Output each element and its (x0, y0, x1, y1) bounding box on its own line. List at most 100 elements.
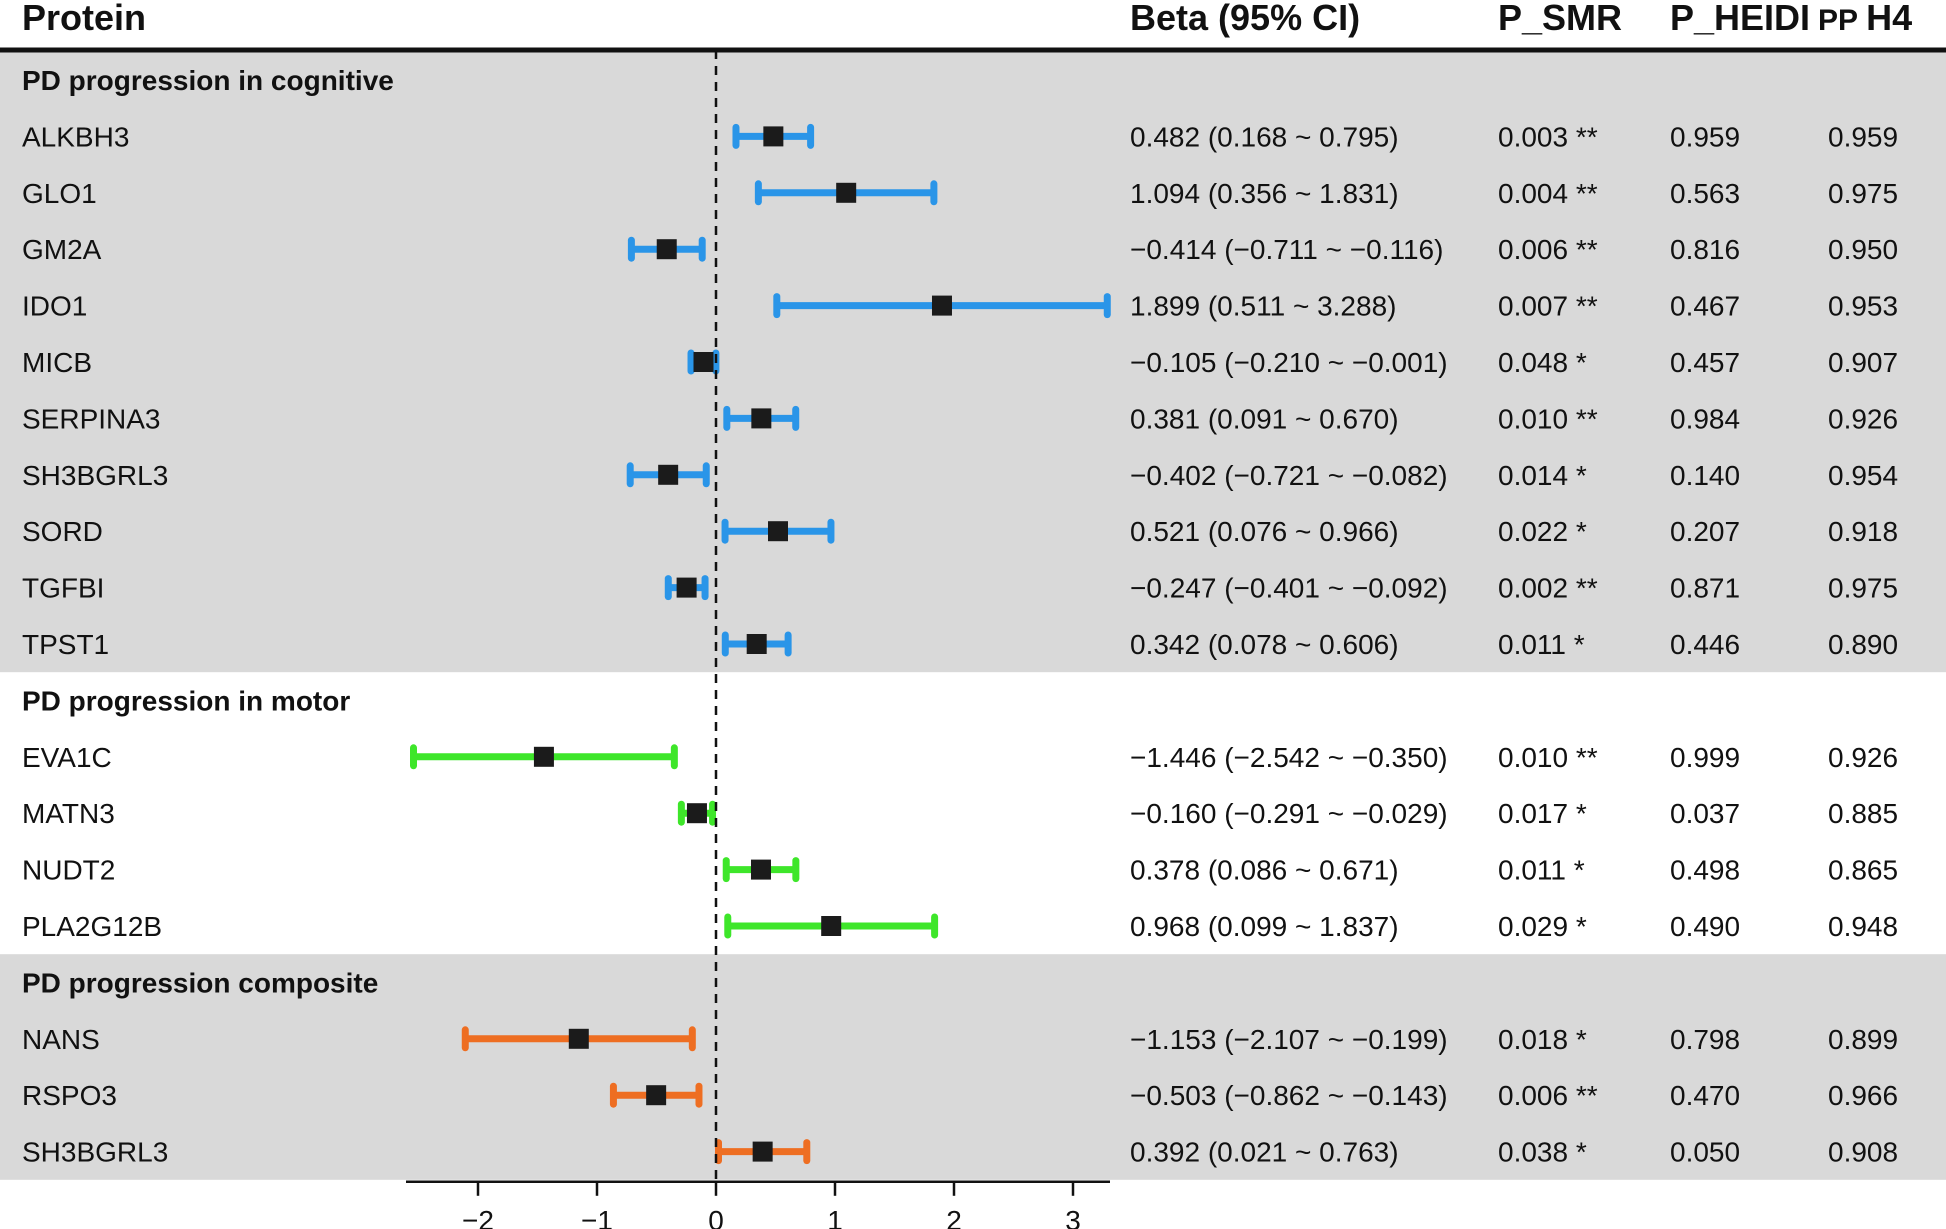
point-estimate (767, 521, 788, 542)
p-smr-value: 0.003 ** (1498, 121, 1598, 152)
beta-ci-text: −0.105 (−0.210 ~ −0.001) (1130, 347, 1448, 378)
protein-label: MATN3 (22, 798, 115, 829)
p-heidi-value: 0.207 (1670, 516, 1740, 547)
p-smr-value: 0.011 * (1498, 855, 1585, 886)
pp-h4-value: 0.890 (1828, 629, 1898, 660)
pp-h4-value: 0.953 (1828, 291, 1898, 322)
protein-label: SH3BGRL3 (22, 1137, 168, 1168)
header-p-heidi: P_HEIDI PP H4 (1670, 0, 1912, 38)
x-tick-label: −2 (462, 1205, 494, 1229)
point-estimate (658, 464, 679, 485)
p-smr-value: 0.006 ** (1498, 1080, 1598, 1111)
beta-ci-text: 0.392 (0.021 ~ 0.763) (1130, 1137, 1399, 1168)
beta-ci-text: −0.247 (−0.401 ~ −0.092) (1130, 573, 1448, 604)
point-estimate (746, 634, 767, 654)
p-smr-value: 0.018 * (1498, 1024, 1587, 1055)
pp-h4-value: 0.926 (1828, 742, 1898, 773)
p-heidi-value: 0.490 (1670, 911, 1740, 942)
pp-h4-value: 0.899 (1828, 1024, 1898, 1055)
p-smr-value: 0.007 ** (1498, 291, 1598, 322)
p-heidi-value: 0.498 (1670, 855, 1740, 886)
point-estimate (646, 1085, 667, 1106)
group-label: PD progression in motor (22, 685, 350, 716)
protein-label: NUDT2 (22, 855, 115, 886)
p-smr-value: 0.002 ** (1498, 573, 1598, 604)
protein-label: TGFBI (22, 573, 104, 604)
p-heidi-value: 0.563 (1670, 178, 1740, 209)
beta-ci-text: 0.968 (0.099 ~ 1.837) (1130, 911, 1399, 942)
p-heidi-value: 0.050 (1670, 1137, 1740, 1168)
pp-h4-value: 0.954 (1828, 460, 1898, 491)
beta-ci-text: 0.378 (0.086 ~ 0.671) (1130, 855, 1399, 886)
p-heidi-value: 0.984 (1670, 403, 1740, 434)
point-estimate (751, 408, 772, 429)
p-smr-value: 0.014 * (1498, 460, 1587, 491)
header-beta: Beta (95% CI) (1130, 0, 1360, 38)
protein-label: GLO1 (22, 178, 97, 209)
p-smr-value: 0.006 ** (1498, 234, 1598, 265)
header-pp-prefix: PP (1818, 4, 1858, 37)
p-heidi-value: 0.798 (1670, 1024, 1740, 1055)
protein-label: TPST1 (22, 629, 109, 660)
point-estimate (836, 182, 857, 203)
protein-label: ALKBH3 (22, 121, 129, 152)
point-estimate (533, 746, 554, 767)
pp-h4-value: 0.918 (1828, 516, 1898, 547)
x-tick-label: 1 (827, 1205, 843, 1229)
beta-ci-text: −1.153 (−2.107 ~ −0.199) (1130, 1024, 1448, 1055)
p-smr-value: 0.017 * (1498, 798, 1587, 829)
beta-ci-text: −0.414 (−0.711 ~ −0.116) (1130, 234, 1443, 265)
x-tick-label: 0 (708, 1205, 724, 1229)
p-heidi-value: 0.037 (1670, 798, 1740, 829)
beta-ci-text: 0.482 (0.168 ~ 0.795) (1130, 121, 1399, 152)
x-tick-label: 3 (1065, 1205, 1081, 1229)
header-p-smr: P_SMR (1498, 0, 1622, 38)
group-shade (0, 51, 1946, 673)
point-estimate (686, 803, 707, 824)
table-header: Protein Beta (95% CI) P_SMR P_HEIDI PP H4 (0, 0, 1946, 53)
plot-area (410, 50, 1111, 1180)
x-axis: −2 −1 0 1 2 3 (406, 1180, 1110, 1229)
p-heidi-value: 0.467 (1670, 291, 1740, 322)
x-tick-label: −1 (581, 1205, 613, 1229)
protein-label: IDO1 (22, 291, 87, 322)
p-heidi-value: 0.140 (1670, 460, 1740, 491)
pp-h4-value: 0.865 (1828, 855, 1898, 886)
pp-h4-value: 0.926 (1828, 403, 1898, 434)
group-shade (0, 954, 1946, 1180)
protein-label: SH3BGRL3 (22, 460, 168, 491)
point-estimate (693, 352, 714, 372)
beta-ci-text: 0.521 (0.076 ~ 0.966) (1130, 516, 1399, 547)
pp-h4-value: 0.885 (1828, 798, 1898, 829)
background-shading (0, 51, 1946, 1180)
protein-label: EVA1C (22, 742, 112, 773)
beta-ci-text: −0.160 (−0.291 ~ −0.029) (1130, 798, 1448, 829)
header-p-heidi-label: P_HEIDI (1670, 0, 1810, 38)
pp-h4-value: 0.975 (1828, 178, 1898, 209)
pp-h4-value: 0.966 (1828, 1080, 1898, 1111)
protein-label: SORD (22, 516, 103, 547)
protein-label: MICB (22, 347, 92, 378)
beta-ci-text: −0.402 (−0.721 ~ −0.082) (1130, 460, 1448, 491)
point-estimate (821, 916, 842, 936)
table-rows: PD progression in cognitive ALKBH3 0.482 (… (22, 65, 1898, 1168)
protein-label: RSPO3 (22, 1080, 117, 1111)
beta-ci-text: 1.899 (0.511 ~ 3.288) (1130, 291, 1396, 322)
p-smr-value: 0.022 * (1498, 516, 1587, 547)
group-label: PD progression in cognitive (22, 65, 394, 96)
p-heidi-value: 0.871 (1670, 573, 1740, 604)
p-smr-value: 0.048 * (1498, 347, 1587, 378)
p-heidi-value: 0.816 (1670, 234, 1740, 265)
pp-h4-value: 0.959 (1828, 121, 1898, 152)
pp-h4-value: 0.907 (1828, 347, 1898, 378)
beta-ci-text: −1.446 (−2.542 ~ −0.350) (1130, 742, 1448, 773)
point-estimate (752, 1141, 773, 1162)
point-estimate (931, 295, 952, 316)
protein-label: NANS (22, 1024, 100, 1055)
point-estimate (568, 1028, 589, 1049)
protein-label: GM2A (22, 234, 102, 265)
group-label: PD progression composite (22, 967, 378, 998)
p-smr-value: 0.029 * (1498, 911, 1587, 942)
header-pp-suffix: H4 (1866, 0, 1912, 38)
